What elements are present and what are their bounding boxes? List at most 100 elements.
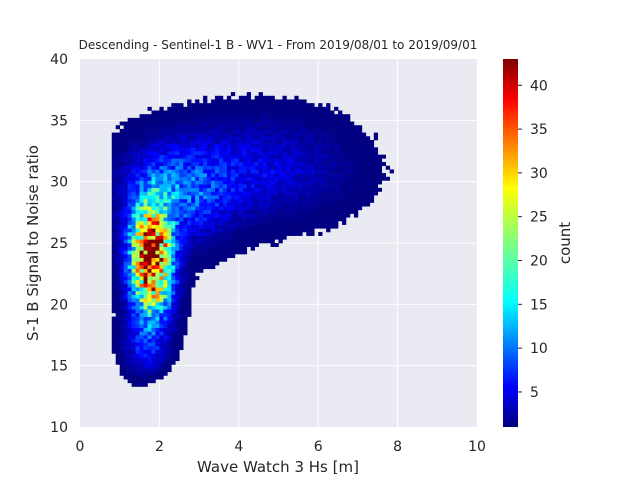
heatmap-cell — [290, 195, 295, 200]
heatmap-cell — [286, 158, 291, 163]
heatmap-cell — [254, 217, 259, 222]
heatmap-cell — [163, 305, 168, 310]
heatmap-cell — [135, 257, 140, 262]
heatmap-cell — [211, 117, 216, 122]
heatmap-cell — [123, 323, 128, 328]
heatmap-cell — [338, 117, 343, 122]
heatmap-cell — [334, 206, 339, 211]
heatmap-cell — [310, 136, 315, 141]
heatmap-cell — [127, 228, 132, 233]
heatmap-cell — [230, 136, 236, 141]
heatmap-cell — [135, 360, 140, 365]
heatmap-cell — [191, 246, 196, 251]
heatmap-cell — [163, 290, 168, 295]
heatmap-cell — [147, 298, 152, 303]
heatmap-cell — [191, 106, 196, 111]
heatmap-cell — [159, 239, 164, 244]
heatmap-cell — [179, 254, 184, 259]
heatmap-cell — [330, 191, 335, 196]
heatmap-cell — [334, 209, 339, 214]
heatmap-cell — [318, 198, 323, 203]
heatmap-cell — [143, 206, 148, 211]
colorbar-tick-label: 10 — [530, 341, 548, 357]
heatmap-cell — [349, 202, 355, 207]
heatmap-cell — [294, 103, 299, 108]
heatmap-cell — [310, 125, 315, 130]
heatmap-cell — [147, 206, 152, 211]
heatmap-cell — [207, 224, 212, 229]
heatmap-cell — [345, 191, 351, 196]
heatmap-cell — [155, 265, 160, 270]
heatmap-cell — [258, 173, 263, 178]
heatmap-cell — [119, 206, 124, 211]
heatmap-cell — [203, 250, 208, 255]
heatmap-cell — [183, 224, 188, 229]
heatmap-cell — [123, 368, 128, 373]
heatmap-cell — [187, 154, 192, 159]
heatmap-cell — [163, 331, 168, 336]
heatmap-cell — [270, 187, 275, 192]
heatmap-cell — [179, 287, 184, 292]
heatmap-cell — [310, 139, 315, 144]
heatmap-cell — [151, 246, 156, 251]
heatmap-cell — [199, 180, 204, 185]
heatmap-cell — [278, 128, 283, 133]
heatmap-cell — [214, 125, 220, 130]
heatmap-cell — [294, 217, 299, 222]
heatmap-cell — [135, 254, 140, 259]
heatmap-cell — [147, 309, 152, 314]
heatmap-cell — [179, 309, 184, 314]
heatmap-cell — [353, 162, 359, 167]
heatmap-cell — [171, 261, 176, 266]
heatmap-cell — [139, 327, 144, 332]
heatmap-cell — [111, 139, 117, 144]
heatmap-cell — [345, 195, 351, 200]
heatmap-cell — [139, 243, 144, 247]
heatmap-cell — [230, 195, 236, 200]
heatmap-cell — [123, 316, 128, 321]
heatmap-cell — [286, 162, 291, 167]
heatmap-cell — [163, 213, 168, 218]
heatmap-cell — [302, 173, 307, 178]
heatmap-cell — [163, 132, 168, 137]
heatmap-cell — [147, 357, 152, 362]
heatmap-cell — [171, 228, 176, 233]
heatmap-cell — [258, 110, 263, 115]
heatmap-cell — [338, 110, 343, 115]
heatmap-cell — [119, 290, 124, 295]
heatmap-cell — [282, 132, 287, 137]
heatmap-cell — [155, 110, 160, 115]
heatmap-cell — [258, 231, 263, 236]
heatmap-cell — [127, 338, 132, 343]
heatmap-cell — [342, 128, 347, 133]
heatmap-cell — [266, 151, 271, 155]
heatmap-cell — [199, 143, 204, 148]
heatmap-cell — [155, 191, 160, 196]
heatmap-cell — [199, 110, 204, 115]
heatmap-cell — [314, 173, 319, 178]
heatmap-cell — [353, 151, 359, 155]
heatmap-cell — [151, 220, 156, 225]
heatmap-cell — [226, 224, 232, 229]
heatmap-cell — [345, 151, 351, 155]
heatmap-cell — [342, 180, 347, 185]
heatmap-cell — [318, 231, 323, 236]
heatmap-cell — [115, 165, 120, 170]
heatmap-cell — [135, 128, 140, 133]
heatmap-cell — [175, 349, 180, 354]
heatmap-cell — [326, 176, 331, 181]
heatmap-cell — [262, 162, 267, 167]
heatmap-cell — [338, 217, 343, 222]
heatmap-cell — [155, 117, 160, 122]
heatmap-cell — [147, 364, 152, 369]
heatmap-cell — [345, 206, 351, 211]
heatmap-cell — [357, 132, 363, 137]
heatmap-cell — [115, 136, 120, 141]
heatmap-cell — [123, 228, 128, 233]
heatmap-cell — [183, 220, 188, 225]
heatmap-cell — [151, 298, 156, 303]
heatmap-cell — [147, 320, 152, 325]
heatmap-cell — [167, 246, 172, 251]
heatmap-cell — [115, 287, 120, 292]
heatmap-cell — [167, 283, 172, 288]
